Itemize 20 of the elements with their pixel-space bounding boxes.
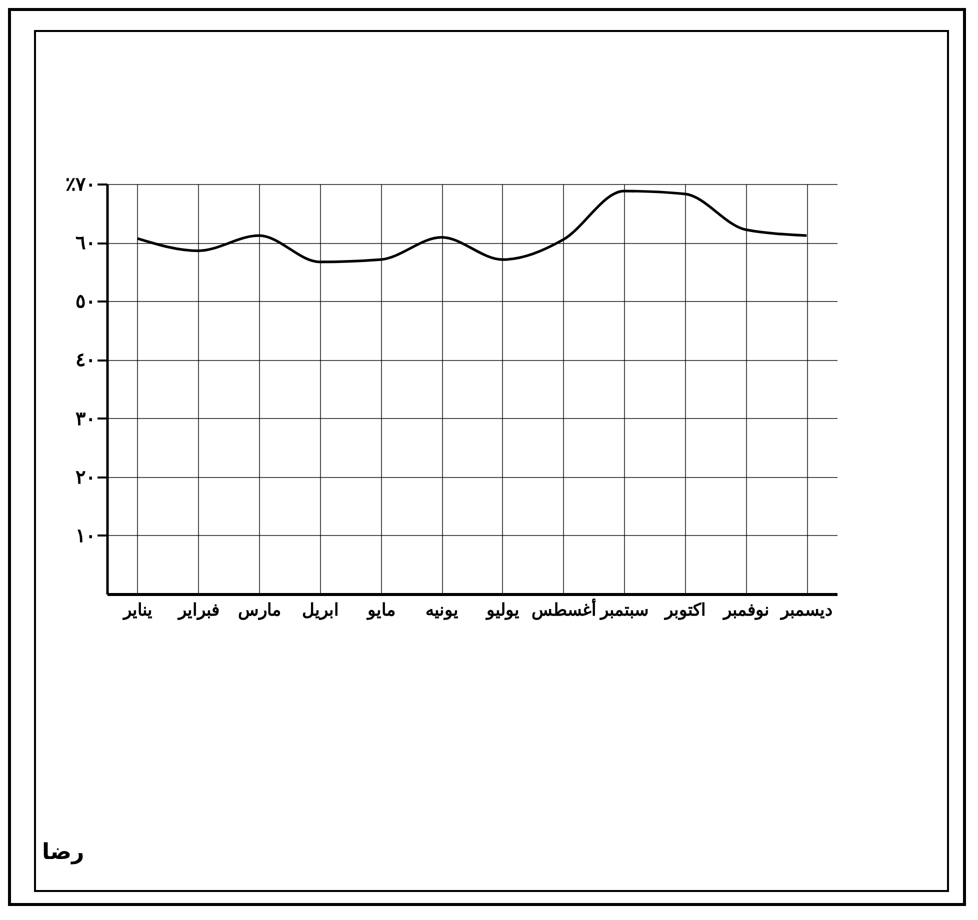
y-tick-label: ٦٠ (76, 233, 96, 254)
y-tick-label: ٣٠ (76, 408, 96, 430)
x-tick-label: يونيه (426, 600, 459, 620)
x-tick-label: مايو (365, 600, 396, 620)
y-tick-label: ٥٠ (76, 292, 96, 313)
x-tick-label: فبراير (176, 600, 220, 620)
x-tick-label: نوفمبر (721, 600, 770, 620)
x-tick-label: ديسمبر (779, 600, 834, 620)
y-tick-label: ٤٠ (76, 350, 96, 372)
y-tick-label: ٢٠ (76, 467, 96, 488)
text: رضا (42, 840, 84, 865)
x-tick-label: سبتمبر (598, 600, 649, 620)
x-tick-label: اكتوبر (662, 600, 706, 620)
x-tick-label: ابريل (302, 600, 339, 620)
y-tick-label: ٪٧٠ (66, 174, 96, 196)
x-tick-label: يوليو (484, 600, 520, 620)
x-tick-label: يناير (121, 600, 152, 620)
y-tick-label: ١٠ (76, 526, 96, 547)
x-tick-label: مارس (238, 600, 282, 620)
x-tick-label: أغسطس (531, 598, 596, 620)
